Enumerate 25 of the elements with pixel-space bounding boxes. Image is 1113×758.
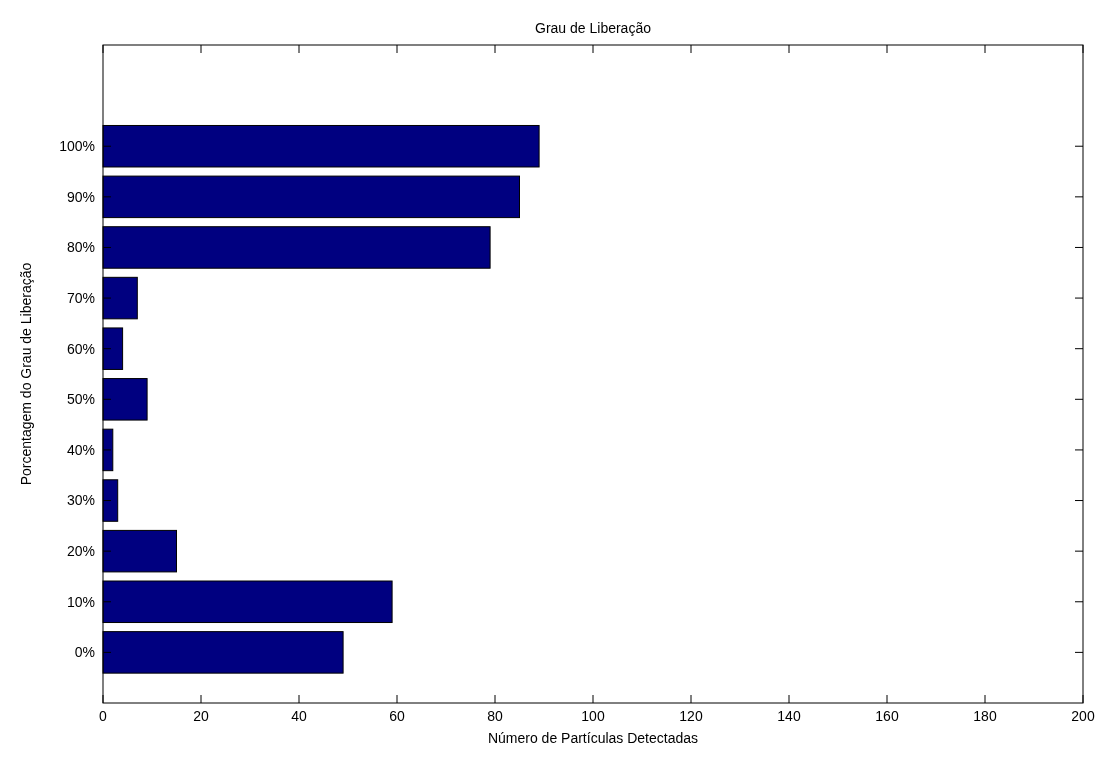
y-tick-label: 0% — [74, 644, 95, 661]
y-tick-label: 10% — [66, 593, 95, 610]
x-tick-label: 0 — [99, 708, 108, 724]
x-tick-label: 20 — [193, 708, 209, 724]
x-tick-label: 140 — [777, 708, 801, 724]
y-tick-label: 40% — [66, 441, 95, 458]
x-tick-label: 200 — [1071, 708, 1095, 724]
x-tick-label: 60 — [389, 708, 405, 724]
x-tick-label: 160 — [875, 708, 899, 724]
y-tick-label: 100% — [59, 138, 95, 155]
y-tick-label: 70% — [66, 289, 95, 306]
x-tick-label: 180 — [973, 708, 997, 724]
x-tick-label: 100 — [581, 708, 605, 724]
x-tick-label: 120 — [679, 708, 703, 724]
y-tick-label: 30% — [66, 492, 95, 509]
y-tick-label: 50% — [66, 391, 95, 408]
x-tick-label: 80 — [487, 708, 503, 724]
y-tick-label: 20% — [66, 543, 95, 560]
y-tick-label: 80% — [66, 239, 95, 256]
x-axis-title: Número de Partículas Detectadas — [487, 730, 699, 746]
y-tick-label: 90% — [66, 188, 95, 205]
x-tick-label: 40 — [291, 708, 307, 724]
chart-title: Grau de Liberação — [535, 20, 652, 36]
y-tick-label: 60% — [66, 340, 95, 357]
y-axis-title: Porcentagem do Grau de Liberação — [18, 262, 34, 486]
